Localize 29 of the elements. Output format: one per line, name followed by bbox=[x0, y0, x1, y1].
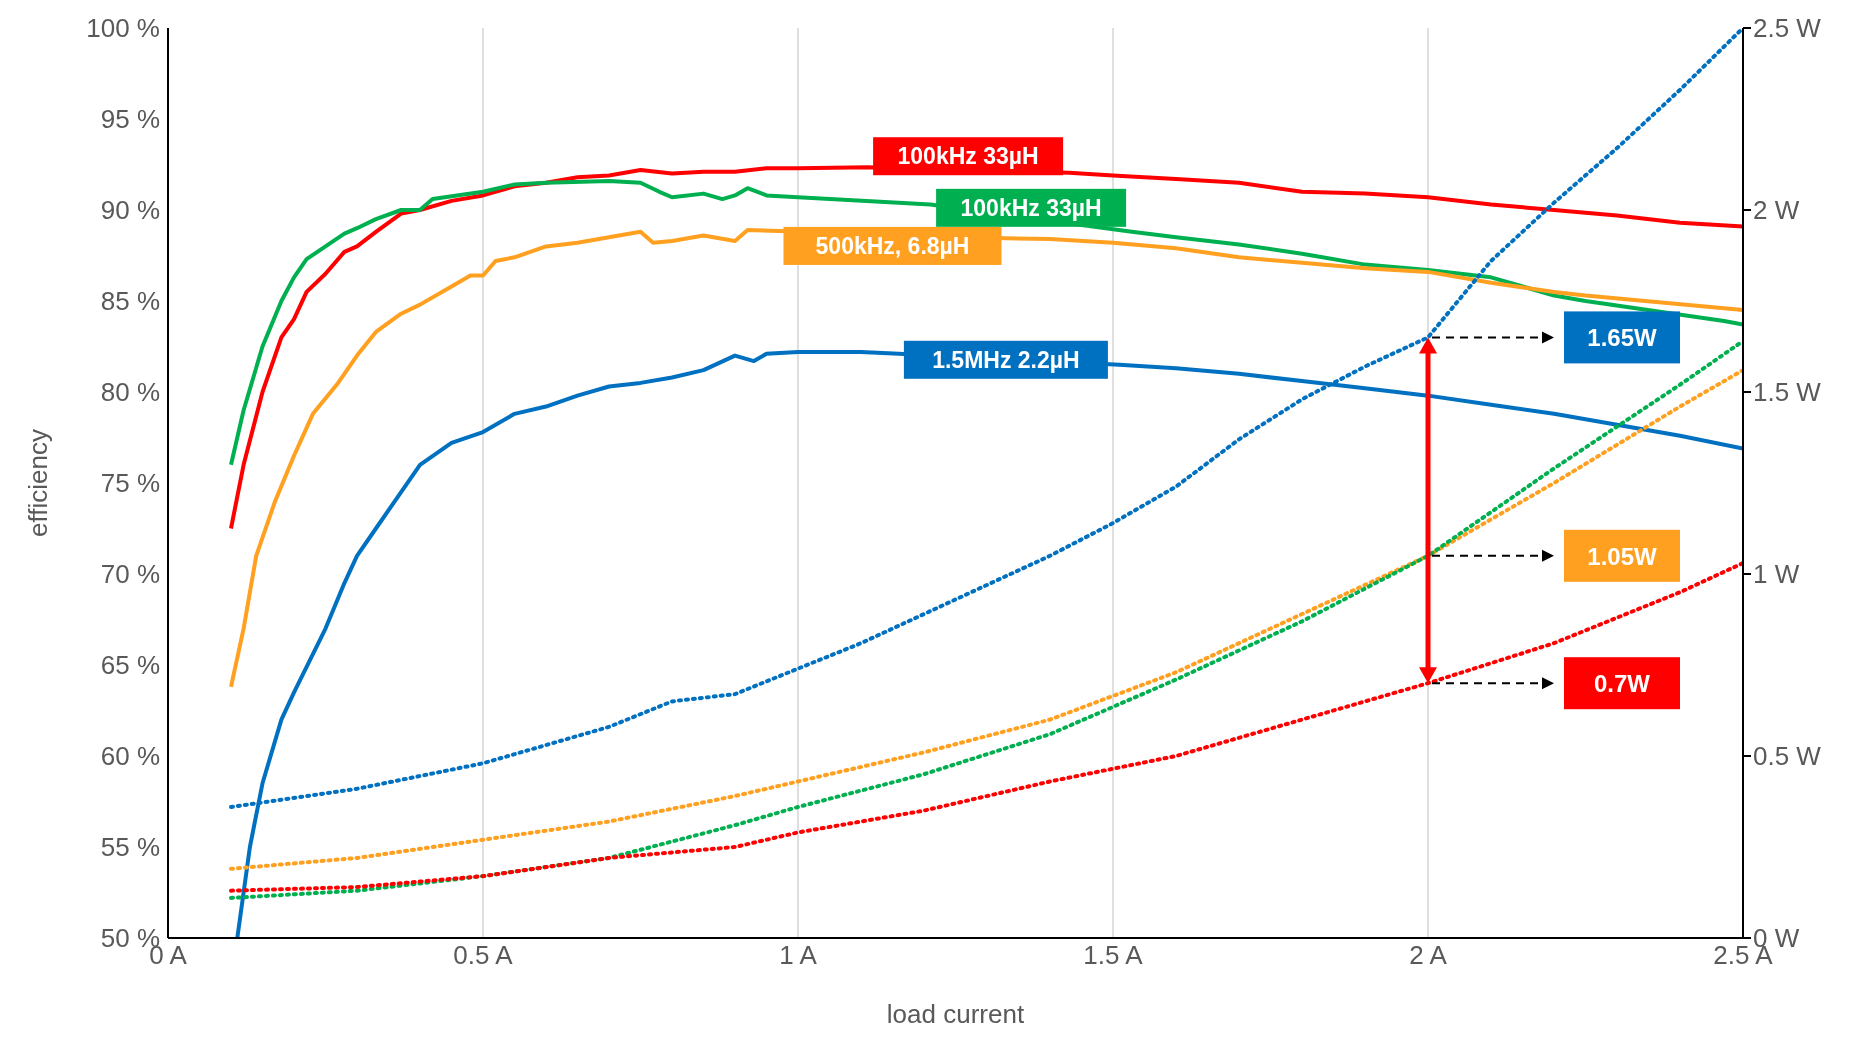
y2-tick-label: 2.5 W bbox=[1753, 13, 1822, 44]
y-axis-title: efficiency bbox=[23, 429, 54, 537]
y-tick-label: 70 % bbox=[100, 559, 160, 590]
y-tick-label: 65 % bbox=[100, 650, 160, 681]
x-tick-label: 2 A bbox=[1409, 940, 1448, 971]
y-tick-label: 85 % bbox=[100, 286, 160, 317]
y-tick-label: 75 % bbox=[100, 468, 160, 499]
y-tick-label: 100 % bbox=[86, 13, 160, 44]
annotation: 1.65W bbox=[1587, 324, 1658, 352]
series-label: 500kHz, 6.8µH bbox=[815, 232, 970, 259]
y-tick-label: 55 % bbox=[100, 832, 160, 863]
y2-tick-label: 1.5 W bbox=[1753, 377, 1822, 408]
x-tick-label: 0.5 A bbox=[453, 940, 514, 971]
annotation: 0.7W bbox=[1593, 670, 1651, 698]
y2-tick-label: 2 W bbox=[1753, 195, 1800, 226]
y-tick-label: 95 % bbox=[100, 104, 160, 135]
line-series bbox=[229, 178, 1743, 467]
series-label: 100kHz 33µH bbox=[960, 194, 1102, 221]
y-tick-label: 80 % bbox=[100, 377, 160, 408]
annotation: 1.05W bbox=[1587, 542, 1658, 570]
y-tick-label: 60 % bbox=[100, 741, 160, 772]
y-tick-label: 90 % bbox=[100, 195, 160, 226]
x-tick-label: 1.5 A bbox=[1083, 940, 1144, 971]
series-label: 1.5MHz 2.2µH bbox=[932, 346, 1080, 373]
x-tick-label: 1 A bbox=[779, 940, 818, 971]
series-label: 100kHz 33µH bbox=[897, 143, 1039, 170]
x-axis-title: load current bbox=[886, 999, 1025, 1029]
y2-tick-label: 0.5 W bbox=[1753, 741, 1822, 772]
y2-tick-label: 1 W bbox=[1753, 559, 1800, 590]
